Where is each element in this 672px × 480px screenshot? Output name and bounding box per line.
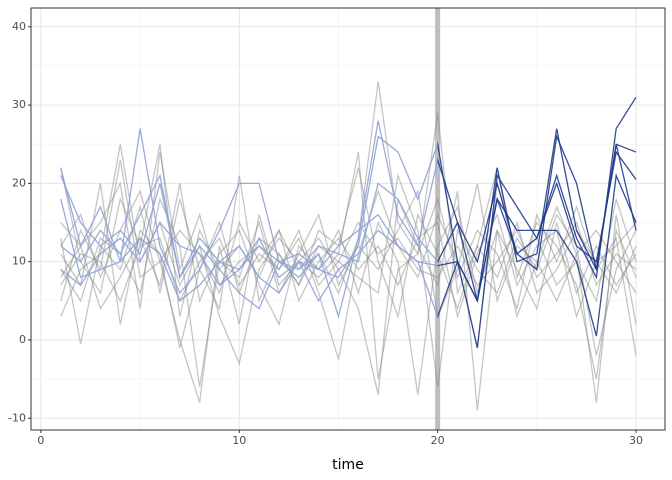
- x-tick-label: 0: [37, 434, 44, 447]
- x-tick-label: 10: [232, 434, 246, 447]
- x-tick-label: 30: [629, 434, 643, 447]
- y-tick-label: 40: [12, 20, 26, 33]
- series-line: [60, 159, 637, 411]
- y-tick-label: 10: [12, 255, 26, 268]
- series-line: [60, 220, 637, 303]
- series-line: [60, 173, 637, 337]
- y-tick-label: 20: [12, 176, 26, 189]
- panel-border: [30, 7, 666, 431]
- series-line: [60, 167, 637, 345]
- x-axis-title: time: [332, 457, 364, 473]
- series-line: [60, 134, 637, 303]
- y-tick-label: 0: [19, 333, 26, 346]
- x-tick-label: 20: [431, 434, 445, 447]
- y-tick-label: 30: [12, 98, 26, 111]
- series-line: [60, 183, 637, 388]
- y-tick-label: -10: [8, 411, 26, 424]
- series-line: [60, 173, 637, 388]
- series-line: [60, 150, 637, 348]
- panel: [31, 8, 665, 430]
